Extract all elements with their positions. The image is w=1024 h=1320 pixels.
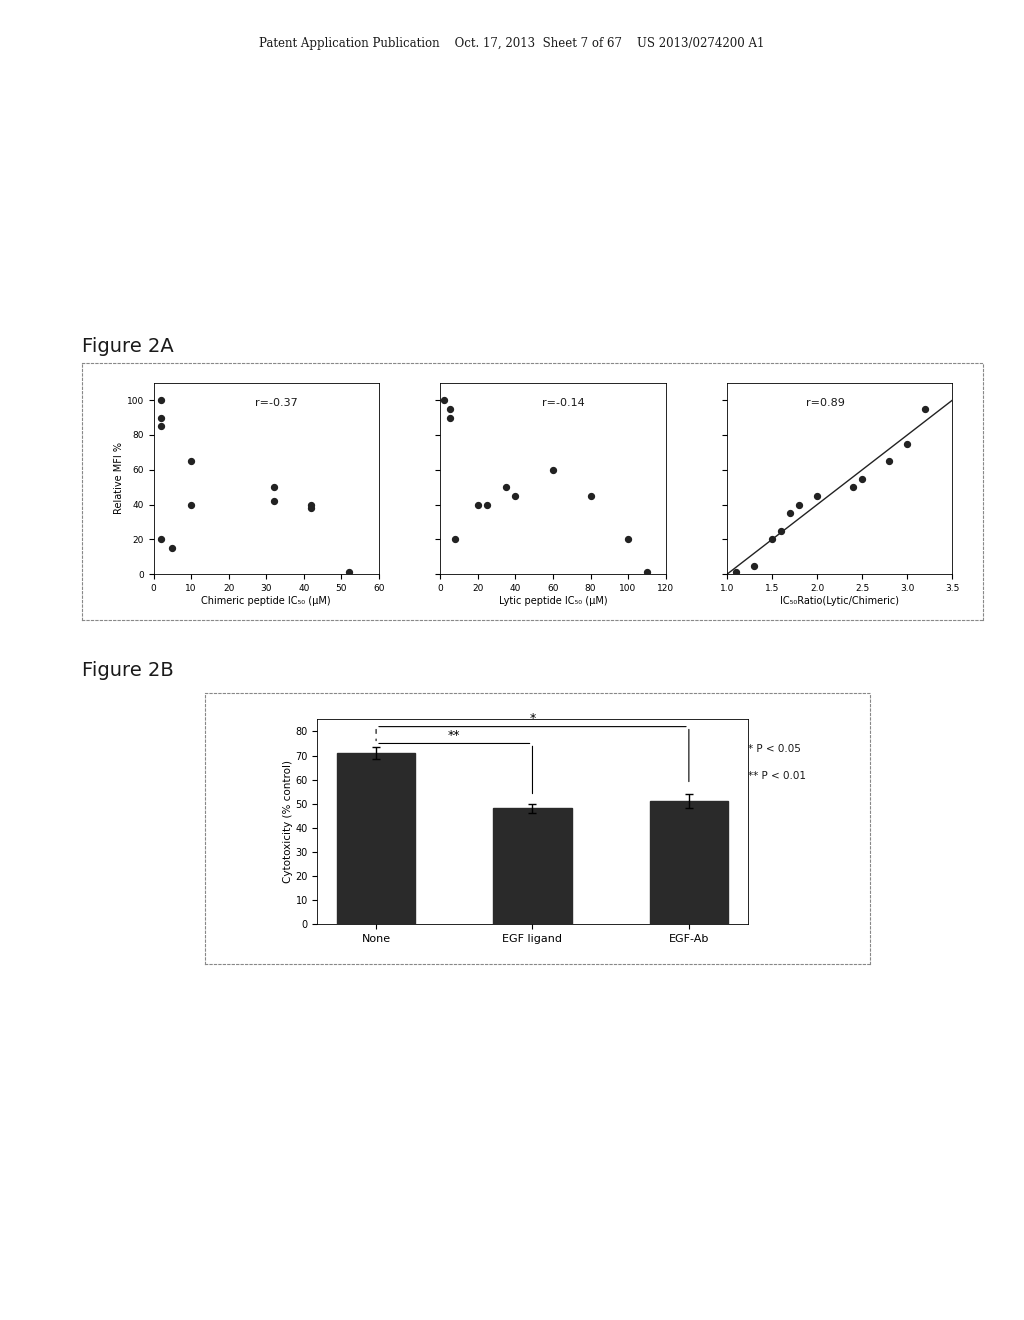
Text: **: ** [449, 729, 461, 742]
Point [881, 450, 897, 471]
Text: Patent Application Publication    Oct. 17, 2013  Sheet 7 of 67    US 2013/027420: Patent Application Publication Oct. 17, … [259, 37, 765, 50]
Text: * P < 0.05: * P < 0.05 [748, 744, 801, 755]
Point [773, 520, 790, 541]
Point [164, 537, 180, 558]
Point [809, 486, 825, 507]
Point [183, 450, 200, 471]
Point [620, 529, 636, 550]
Point [447, 529, 464, 550]
Point [583, 486, 599, 507]
Point [639, 562, 655, 583]
X-axis label: Chimeric peptide IC₅₀ (μM): Chimeric peptide IC₅₀ (μM) [202, 595, 331, 606]
Point [899, 433, 915, 454]
Point [479, 494, 496, 515]
Point [303, 494, 319, 515]
Y-axis label: Relative MFI %: Relative MFI % [114, 442, 124, 515]
Y-axis label: Cytotoxicity (% control): Cytotoxicity (% control) [283, 760, 293, 883]
Text: r=-0.37: r=-0.37 [255, 397, 298, 408]
Point [436, 389, 453, 411]
Point [470, 494, 486, 515]
Text: ** P < 0.01: ** P < 0.01 [748, 771, 806, 781]
Point [918, 399, 934, 420]
Point [153, 407, 169, 428]
Point [153, 529, 169, 550]
Point [854, 469, 870, 490]
Point [845, 477, 861, 498]
Point [153, 416, 169, 437]
X-axis label: Lytic peptide IC₅₀ (μM): Lytic peptide IC₅₀ (μM) [499, 595, 607, 606]
Point [341, 562, 357, 583]
Text: *: * [529, 713, 536, 726]
Point [498, 477, 514, 498]
Point [764, 529, 780, 550]
Bar [337, 754, 415, 924]
Point [303, 498, 319, 519]
Bar [650, 801, 728, 924]
Point [507, 486, 523, 507]
Point [183, 494, 200, 515]
Point [265, 491, 282, 512]
Point [153, 389, 169, 411]
X-axis label: IC₅₀Ratio(Lytic/Chimeric): IC₅₀Ratio(Lytic/Chimeric) [780, 595, 899, 606]
Point [782, 503, 799, 524]
Point [791, 494, 807, 515]
Point [745, 554, 762, 576]
Text: r=-0.14: r=-0.14 [542, 397, 585, 408]
Bar [494, 808, 571, 924]
Point [265, 477, 282, 498]
Text: r=0.89: r=0.89 [806, 397, 845, 408]
Text: Figure 2B: Figure 2B [82, 661, 174, 680]
Point [441, 399, 458, 420]
Point [441, 407, 458, 428]
Text: Figure 2A: Figure 2A [82, 338, 174, 356]
Point [545, 459, 561, 480]
Point [728, 562, 744, 583]
